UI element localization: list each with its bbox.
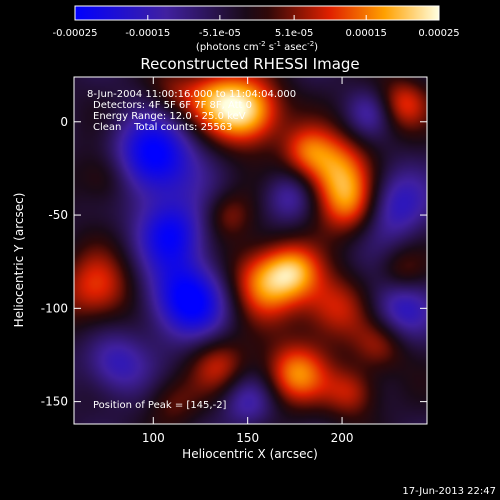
colorbar-tick-label: -0.00025 <box>53 28 98 39</box>
colorbar-tick-labels: -0.00025 -0.00015 -5.1e-05 5.1e-05 0.00015 0.… <box>53 28 460 39</box>
y-tick-label: -100 <box>41 301 68 315</box>
colorbar-tick-label: -0.00015 <box>125 28 170 39</box>
info-line-energy: Energy Range: 12.0 - 25.0 keV <box>93 111 246 122</box>
x-tick-label: 200 <box>331 431 354 445</box>
plot-frame <box>73 76 428 425</box>
y-tick-label: 0 <box>60 115 68 129</box>
colorbar: -0.00025 -0.00015 -5.1e-05 5.1e-05 0.00015 0.… <box>53 5 460 53</box>
chart-title: Reconstructed RHESSI Image <box>140 55 359 73</box>
y-axis-label: Heliocentric Y (arcsec) <box>12 193 26 328</box>
info-line-clean: Clean Total counts: 25563 <box>93 122 232 133</box>
y-tick-label: -150 <box>41 395 68 409</box>
info-line-time: 8-Jun-2004 11:00:16.000 to 11:04:04.000 <box>87 89 296 100</box>
colorbar-tick-label: 0.00025 <box>418 28 459 39</box>
y-tick-label: -50 <box>48 208 68 222</box>
peak-position-label: Position of Peak = [145,-2] <box>93 400 227 411</box>
heatmap-image <box>74 77 427 424</box>
info-overlay: 8-Jun-2004 11:00:16.000 to 11:04:04.000 … <box>87 89 296 133</box>
x-axis-label: Heliocentric X (arcsec) <box>182 447 318 461</box>
x-axis-ticks: 100 150 200 <box>142 77 354 445</box>
y-axis-ticks: 0 -50 -100 -150 <box>41 115 427 409</box>
colorbar-ticks <box>74 15 440 20</box>
colorbar-gradient <box>74 5 440 21</box>
timestamp: 17-Jun-2013 22:47 <box>402 486 496 497</box>
x-tick-label: 100 <box>142 431 165 445</box>
colorbar-unit-label: (photons cm-2 s-1 asec-2) <box>196 40 318 53</box>
info-line-detectors: Detectors: 4F 5F 6F 7F 8F, Att 0 <box>93 100 252 111</box>
colorbar-tick-label: -5.1e-05 <box>199 28 241 39</box>
x-tick-label: 150 <box>236 431 259 445</box>
colorbar-tick-label: 5.1e-05 <box>275 28 313 39</box>
colorbar-tick-label: 0.00015 <box>346 28 387 39</box>
